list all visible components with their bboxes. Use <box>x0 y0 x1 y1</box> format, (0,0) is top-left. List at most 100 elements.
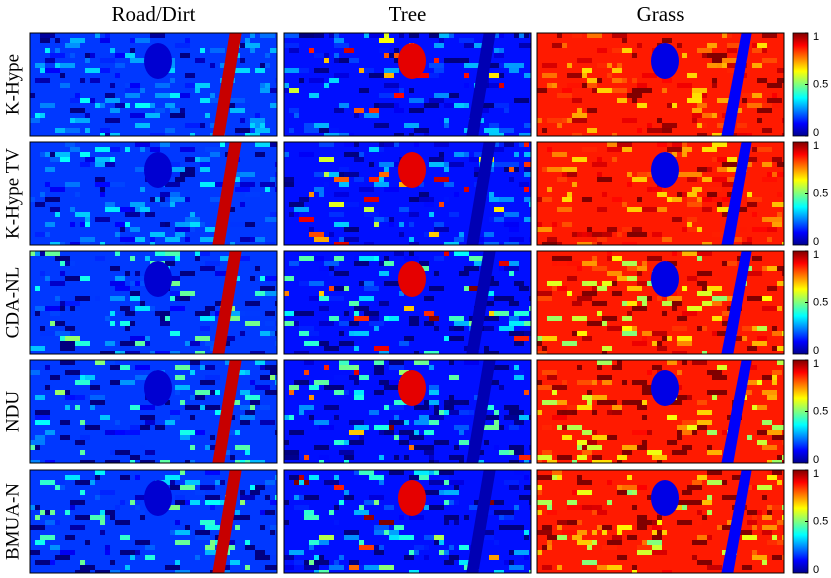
map-texture <box>602 232 612 237</box>
map-texture <box>135 505 140 510</box>
map-texture <box>210 63 215 68</box>
map-texture <box>597 63 607 68</box>
map-texture <box>245 43 260 48</box>
map-texture <box>562 435 572 440</box>
map-texture <box>379 271 389 276</box>
map-texture <box>687 500 702 505</box>
map-texture <box>105 430 115 435</box>
map-texture <box>459 38 474 43</box>
map-texture <box>697 425 707 430</box>
map-texture <box>265 321 275 326</box>
map-texture <box>542 336 557 341</box>
map-texture <box>697 520 702 525</box>
map-texture <box>632 306 647 311</box>
map-texture <box>240 390 250 395</box>
map-texture <box>672 301 682 306</box>
map-texture <box>627 490 632 495</box>
map-texture <box>130 232 140 237</box>
map-texture <box>50 187 65 192</box>
map-texture <box>552 261 557 266</box>
map-texture <box>637 83 647 88</box>
map-texture <box>602 281 612 286</box>
map-texture <box>165 420 175 425</box>
map-frame <box>29 469 278 574</box>
map-texture <box>190 415 195 420</box>
map-texture <box>682 147 692 152</box>
map-texture <box>45 520 55 525</box>
map-texture <box>429 500 444 505</box>
map-texture <box>572 232 577 237</box>
map-texture <box>35 415 50 420</box>
map-texture <box>524 390 529 395</box>
map-texture <box>777 306 782 311</box>
map-texture <box>429 385 439 390</box>
map-texture <box>100 530 105 535</box>
map-texture <box>334 520 339 525</box>
map-texture <box>489 73 499 78</box>
map-texture <box>145 370 155 375</box>
map-texture <box>334 286 344 291</box>
map-texture <box>509 445 524 450</box>
map-texture <box>702 197 712 202</box>
map-texture <box>587 545 592 550</box>
map-texture <box>434 177 449 182</box>
map-texture <box>712 331 717 336</box>
map-texture <box>160 142 170 147</box>
map-texture <box>722 167 737 172</box>
map-texture <box>557 286 567 291</box>
map-texture <box>165 251 180 256</box>
map-texture <box>270 212 277 217</box>
map-texture <box>622 227 637 232</box>
map-texture <box>424 202 434 207</box>
map-texture <box>772 435 784 440</box>
map-texture <box>552 83 557 88</box>
map-texture <box>334 390 344 395</box>
map-texture <box>524 162 531 167</box>
map-texture <box>552 43 567 48</box>
map-texture <box>334 385 339 390</box>
map-texture <box>449 360 454 365</box>
map-texture <box>170 162 180 167</box>
map-texture <box>215 271 230 276</box>
map-texture <box>672 103 677 108</box>
map-texture <box>577 266 582 271</box>
map-texture <box>230 242 235 245</box>
map-texture <box>225 430 235 435</box>
map-texture <box>597 375 612 380</box>
map-texture <box>434 33 449 38</box>
map-texture <box>299 256 314 261</box>
map-texture <box>95 157 110 162</box>
pond <box>144 370 172 406</box>
map-texture <box>777 78 784 83</box>
map-texture <box>409 237 414 242</box>
map-texture <box>582 83 597 88</box>
map-texture <box>309 415 314 420</box>
map-texture <box>45 276 50 281</box>
map-texture <box>547 187 552 192</box>
map-texture <box>607 480 612 485</box>
map-texture <box>642 400 647 405</box>
map-texture <box>265 495 270 500</box>
map-texture <box>369 321 384 326</box>
map-texture <box>175 560 180 565</box>
map-texture <box>449 326 454 331</box>
map-texture <box>215 500 230 505</box>
map-texture <box>414 445 419 450</box>
map-texture <box>110 281 125 286</box>
map-texture <box>105 460 120 463</box>
map-texture <box>284 43 299 48</box>
map-texture <box>150 133 165 136</box>
map-texture <box>597 525 602 530</box>
map-texture <box>677 316 687 321</box>
pond <box>651 43 679 79</box>
map-texture <box>110 266 120 271</box>
map-texture <box>597 207 607 212</box>
map-texture <box>80 420 85 425</box>
map-texture <box>782 455 784 460</box>
map-texture <box>409 316 419 321</box>
map-texture <box>115 103 125 108</box>
map-texture <box>672 500 687 505</box>
map-texture <box>105 510 115 515</box>
map-texture <box>762 33 777 38</box>
map-texture <box>339 341 354 346</box>
